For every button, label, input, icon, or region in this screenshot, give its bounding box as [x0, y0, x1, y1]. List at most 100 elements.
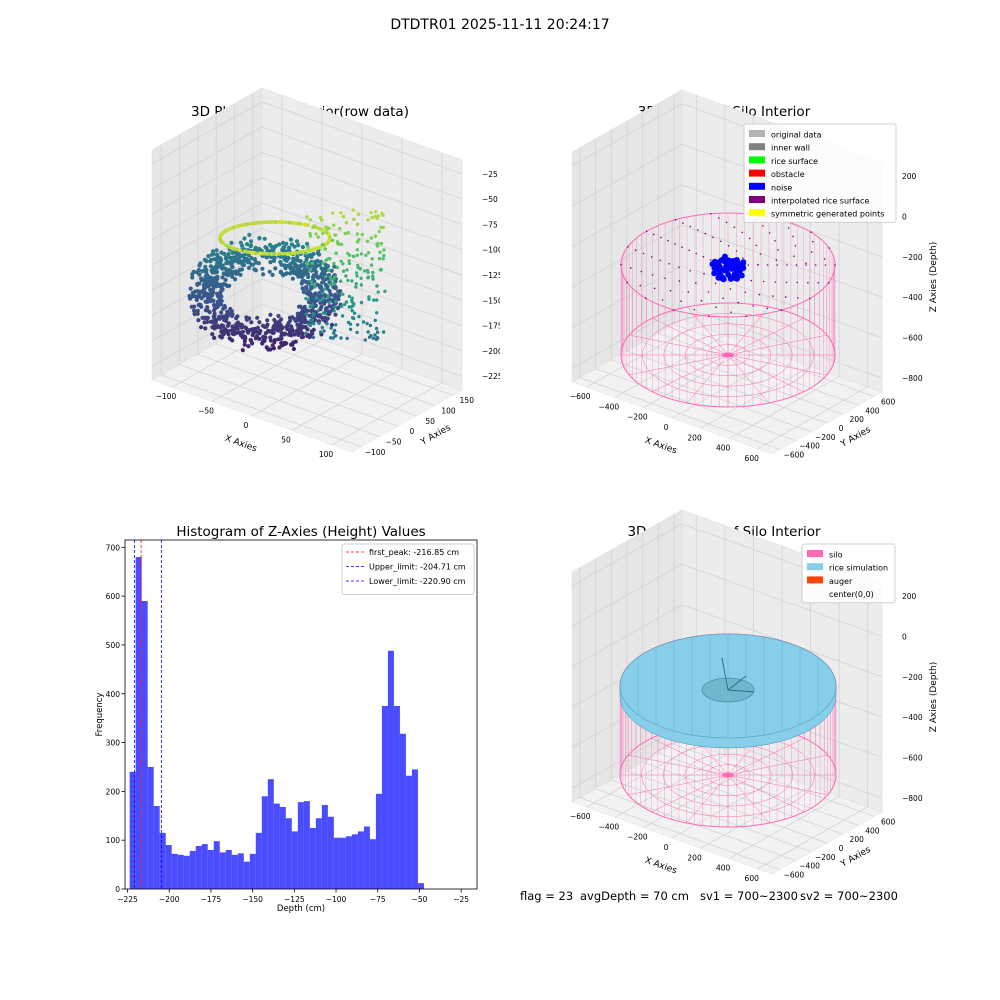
raw-point	[226, 244, 230, 249]
raw-point	[202, 315, 207, 320]
raw-point	[241, 263, 247, 268]
raw-point	[192, 311, 197, 317]
raw-point	[244, 249, 248, 254]
raw-point	[304, 284, 309, 290]
raw-point	[318, 330, 323, 334]
classify-interpolated-point	[759, 253, 762, 255]
histogram-bar	[273, 803, 280, 889]
raw-point	[366, 275, 371, 279]
raw-point	[247, 232, 252, 237]
raw-point	[373, 333, 377, 337]
raw-point	[300, 334, 306, 339]
raw-point	[263, 245, 268, 250]
classify-interpolated-point	[777, 249, 779, 251]
histogram-legend	[341, 543, 475, 595]
raw-point	[383, 289, 387, 293]
classify-y-tick: 0	[839, 424, 844, 433]
raw-point	[249, 320, 254, 325]
sim-z-tick: −200	[902, 673, 923, 682]
raw-point	[295, 254, 300, 259]
classify-interpolated-point	[745, 315, 747, 318]
classify-interpolated-point	[795, 264, 798, 266]
raw-point	[345, 268, 349, 272]
raw-z-tick: −175	[482, 322, 500, 331]
raw-point	[224, 256, 229, 261]
histogram-legend-label: Lower_limit: -220.90 cm	[369, 577, 466, 586]
raw-point	[264, 255, 270, 260]
raw-point	[312, 322, 316, 326]
raw-point	[317, 226, 322, 231]
raw-point	[375, 330, 380, 334]
raw-point	[227, 283, 232, 288]
raw-point	[296, 328, 301, 333]
raw-point	[381, 213, 385, 217]
histogram-bar	[297, 802, 304, 889]
raw-point	[332, 264, 337, 269]
raw-point	[204, 270, 209, 276]
raw-point	[275, 326, 280, 331]
raw-point	[364, 253, 368, 257]
raw-point	[341, 262, 345, 266]
raw-point	[218, 334, 223, 339]
raw-point	[290, 276, 295, 281]
histogram-chart: −225 −200 −175 −150 −125 −100 −75 −50 −25 0 100 200…	[95, 539, 478, 914]
classify-y-tick: 600	[881, 397, 896, 406]
raw-point	[335, 265, 339, 270]
classify-interpolated-point	[780, 309, 782, 311]
histogram-y-tick-label: 100	[106, 836, 121, 845]
classify-interpolated-point	[755, 244, 758, 247]
raw-point	[360, 232, 364, 237]
raw-point	[256, 261, 261, 266]
raw-point	[270, 220, 274, 224]
classify-y-tick: 200	[850, 415, 865, 424]
classify-y-tick: −400	[799, 442, 820, 451]
raw-point	[347, 253, 352, 257]
raw-point	[234, 271, 239, 276]
raw-point	[283, 331, 288, 336]
raw-point	[194, 294, 199, 299]
raw-point	[370, 257, 374, 261]
histogram-bar	[249, 853, 256, 889]
classify-interpolated-point	[814, 264, 817, 266]
raw-point	[309, 279, 313, 283]
raw-point	[317, 321, 321, 325]
histogram-x-tick-label: −225	[117, 895, 138, 904]
sim-legend-label: auger	[829, 577, 853, 586]
raw-point	[234, 322, 239, 327]
histogram-bar	[153, 806, 160, 889]
raw-point	[329, 278, 333, 282]
avg-depth-readout: avgDepth = 70 cm	[580, 889, 689, 903]
raw-point	[371, 270, 375, 275]
raw-point	[278, 252, 282, 256]
classify-interpolated-point	[805, 264, 807, 266]
raw-point	[321, 261, 325, 265]
raw-point	[323, 247, 327, 251]
classify-interpolated-point	[700, 299, 703, 302]
histogram-bar	[309, 827, 316, 889]
sim-z-tick: −600	[902, 754, 923, 763]
raw-point	[333, 284, 338, 289]
raw-point	[354, 282, 358, 286]
classify-z-tick: −400	[902, 293, 923, 302]
raw-point	[284, 271, 289, 276]
raw-point	[253, 221, 258, 225]
sim-legend-swatch	[807, 550, 823, 557]
classify-interpolated-point	[737, 301, 740, 304]
histogram-bar	[201, 844, 208, 889]
raw-point	[319, 304, 324, 309]
sim-y-tick: 600	[881, 817, 896, 826]
histogram-y-tick-label: 400	[106, 690, 121, 699]
classify-y-gridline	[642, 112, 843, 415]
raw-point	[250, 341, 255, 346]
raw-point	[363, 338, 367, 342]
histogram-x-tick-label: −25	[453, 895, 469, 904]
raw-point	[354, 271, 359, 275]
raw-point	[208, 259, 213, 264]
classify-silo-floor-spoke	[727, 354, 770, 404]
classify-x-gridline	[614, 105, 726, 398]
raw-point	[214, 317, 219, 322]
raw-point	[312, 317, 318, 322]
raw-point	[267, 220, 271, 224]
sim-legend	[801, 543, 896, 604]
sim-silo-floor-spoke	[727, 774, 770, 824]
